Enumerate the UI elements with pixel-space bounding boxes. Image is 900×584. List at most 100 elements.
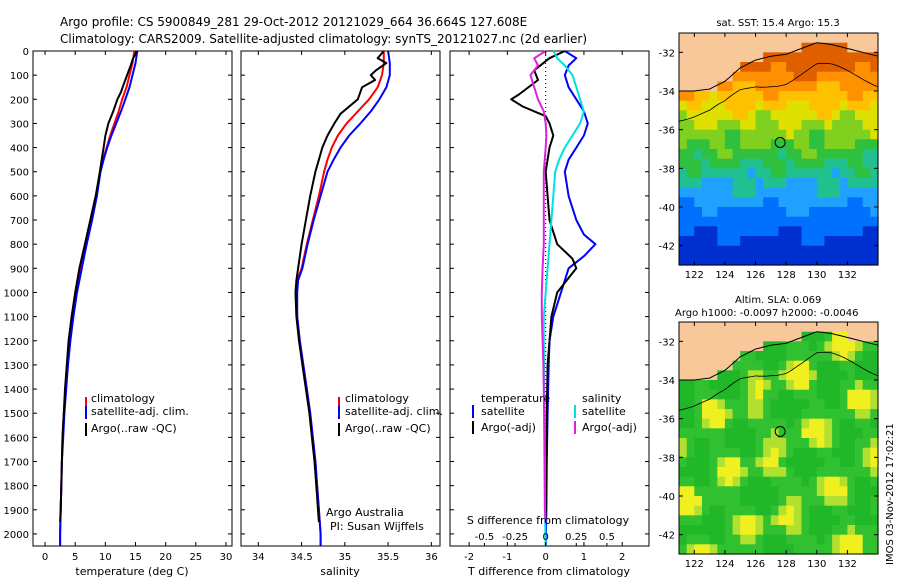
map-cell (816, 245, 826, 256)
map-cell (770, 168, 780, 179)
map-cell (686, 187, 695, 198)
map-cell (724, 380, 734, 391)
series-line-argo-raw-qc- (59, 50, 139, 522)
map-cell (847, 457, 856, 468)
map-cell (870, 544, 879, 555)
map-cell (747, 129, 757, 140)
map-cell (832, 62, 841, 73)
map-cell (809, 236, 818, 247)
map-cell (778, 100, 787, 111)
map-cell (862, 467, 871, 478)
map-cell (679, 467, 688, 478)
map-cell (778, 71, 787, 82)
map-cell (679, 110, 688, 121)
map-cell (724, 62, 734, 73)
map-cell (763, 360, 772, 371)
map-cell (740, 389, 749, 400)
map-cell (732, 457, 741, 468)
map-cell (832, 129, 841, 140)
map-cell (793, 525, 803, 536)
map-cell (793, 438, 803, 449)
map-cell (870, 467, 879, 478)
map-cell (832, 496, 841, 507)
map-cell (862, 178, 871, 189)
map-cell (717, 81, 726, 92)
map-cell (862, 447, 871, 458)
map-cell (824, 322, 833, 333)
map-cell (694, 91, 703, 102)
map-cell (870, 534, 879, 545)
map-cell (862, 149, 871, 160)
map-cell (809, 534, 818, 545)
map-cell (679, 100, 688, 111)
map-cell (809, 91, 818, 102)
temperature-xlabel: temperature (deg C) (75, 565, 188, 578)
y-tick-label: 200 (10, 95, 29, 106)
map-cell (786, 505, 795, 516)
map-cell (870, 33, 879, 44)
map-cell (862, 33, 871, 44)
map-cell (763, 110, 772, 121)
map-cell (801, 139, 810, 150)
map-x-tick-label: 126 (746, 270, 765, 281)
map-cell (702, 236, 711, 247)
map-cell (755, 360, 764, 371)
map-cell (755, 457, 764, 468)
map-cell (717, 158, 726, 169)
map-cell (755, 544, 764, 555)
map-cell (724, 168, 734, 179)
map-cell (793, 476, 803, 487)
map-cell (694, 544, 703, 555)
map-cell (870, 226, 879, 237)
map-cell (778, 467, 787, 478)
map-cell (832, 409, 841, 420)
map-cell (847, 178, 856, 189)
map-cell (694, 255, 703, 266)
map-cell (870, 216, 879, 227)
map-cell (763, 525, 772, 536)
map-cell (709, 360, 718, 371)
map-cell (824, 100, 833, 111)
map-cell (709, 534, 718, 545)
map-cell (809, 505, 818, 516)
map-cell (778, 525, 787, 536)
map-cell (832, 544, 841, 555)
map-cell (824, 544, 833, 555)
y-tick-label: 1100 (4, 313, 29, 324)
map-cell (686, 100, 695, 111)
map-cell (747, 100, 757, 111)
map-cell (824, 139, 833, 150)
map-cell (717, 42, 726, 53)
map-cell (740, 418, 749, 429)
map-cell (870, 110, 879, 121)
map-cell (763, 331, 772, 342)
map-cell (786, 139, 795, 150)
map-cell (786, 544, 795, 555)
map-cell (732, 370, 741, 381)
map-cell (717, 139, 726, 150)
map-cell (709, 341, 718, 352)
map-cell (809, 486, 818, 497)
map-cell (816, 341, 826, 352)
map-cell (847, 496, 856, 507)
map-cell (732, 322, 741, 333)
map-cell (717, 207, 726, 218)
map-cell (717, 428, 726, 439)
map-cell (724, 399, 734, 410)
map-cell (855, 216, 864, 227)
x-tick-label: 34 (252, 552, 265, 563)
argo-location-marker (774, 426, 786, 438)
map-cell (793, 389, 803, 400)
map-cell (702, 341, 711, 352)
map-cell (786, 399, 795, 410)
map-cell (862, 525, 871, 536)
map-cell (709, 467, 718, 478)
map-cell (732, 341, 741, 352)
map-cell (763, 81, 772, 92)
map-cell (862, 110, 871, 121)
map-cell (732, 496, 741, 507)
map-cell (855, 187, 864, 198)
map-y-tick-label: -36 (659, 415, 675, 426)
map-cell (740, 447, 749, 458)
map-cell (702, 515, 711, 526)
